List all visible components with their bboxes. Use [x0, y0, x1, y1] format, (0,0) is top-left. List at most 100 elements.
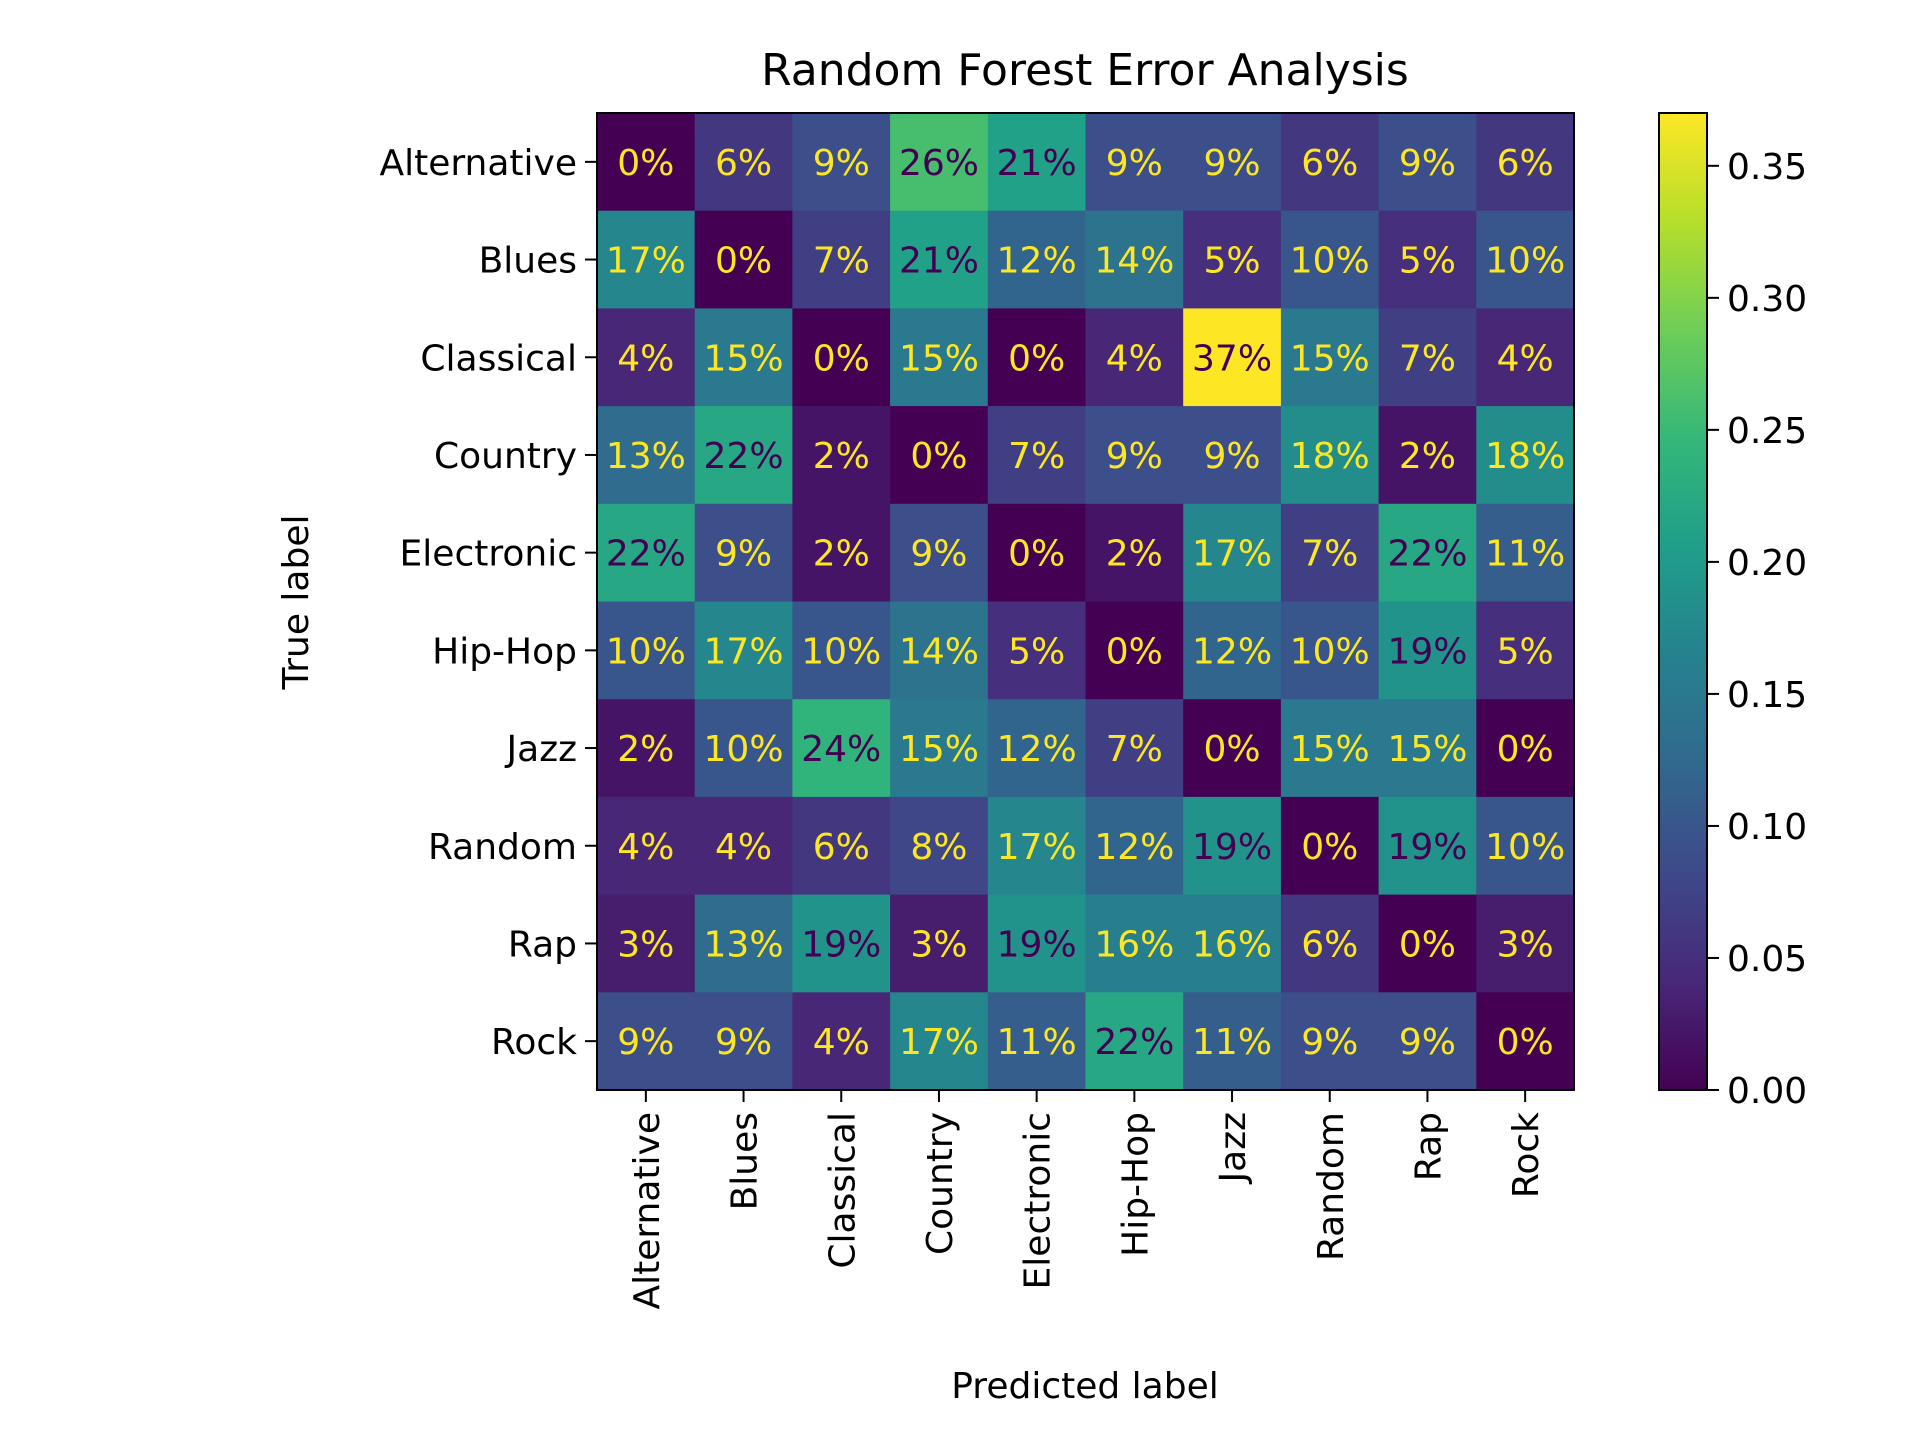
- heatmap-cell: [1085, 601, 1184, 700]
- heatmap-cell: [987, 992, 1086, 1091]
- cell-value-label: 22%: [606, 534, 686, 575]
- colorbar-tick-label: 0.10: [1727, 807, 1807, 848]
- x-axis-label: Predicted label: [951, 1366, 1219, 1407]
- heatmap-cell: [1183, 894, 1282, 993]
- heatmap-cell: [890, 601, 989, 700]
- heatmap-cell: [792, 894, 891, 993]
- cell-value-label: 17%: [997, 827, 1077, 868]
- heatmap-cell: [792, 406, 891, 505]
- cell-value-label: 19%: [1387, 631, 1467, 672]
- heatmap-cell: [792, 796, 891, 896]
- heatmap-cell: [987, 796, 1086, 896]
- heatmap-cell: [792, 992, 891, 1091]
- cell-value-label: 16%: [1192, 924, 1272, 965]
- y-tick-label: Electronic: [400, 534, 577, 575]
- cell-value-label: 5%: [1203, 241, 1260, 282]
- x-tick-label: Hip-Hop: [1115, 1112, 1156, 1257]
- heatmap-cell: [1085, 503, 1184, 602]
- heatmap-cell: [1378, 796, 1477, 896]
- cell-value-label: 22%: [1094, 1022, 1174, 1063]
- cell-value-label: 12%: [997, 729, 1077, 770]
- heatmap-cell: [694, 406, 793, 505]
- heatmap-cell: [1378, 699, 1477, 798]
- cell-value-label: 9%: [715, 1022, 772, 1063]
- cell-value-label: 22%: [704, 436, 784, 477]
- cell-value-label: 22%: [1387, 534, 1467, 575]
- heatmap-cell: [1183, 601, 1282, 700]
- cell-value-label: 2%: [617, 729, 674, 770]
- y-tick-label: Rock: [491, 1022, 577, 1063]
- cell-value-label: 2%: [1399, 436, 1456, 477]
- cell-value-label: 19%: [1192, 827, 1272, 868]
- cell-value-label: 10%: [1290, 631, 1370, 672]
- heatmap-cell: [1476, 699, 1575, 798]
- cell-value-label: 15%: [1290, 338, 1370, 379]
- cell-value-label: 17%: [899, 1022, 979, 1063]
- heatmap-cell: [1378, 406, 1477, 505]
- heatmap-cell: [597, 113, 696, 212]
- heatmap-cell: [1280, 894, 1380, 993]
- cell-value-label: 10%: [704, 729, 784, 770]
- colorbar-tick-label: 0.00: [1727, 1071, 1807, 1112]
- cell-value-label: 5%: [1008, 631, 1065, 672]
- y-tick-label: Rap: [508, 924, 577, 965]
- heatmap-cell: [694, 210, 793, 309]
- heatmap-cell: [1378, 308, 1477, 407]
- heatmap-cell: [1085, 113, 1184, 212]
- cell-value-label: 6%: [1497, 143, 1554, 184]
- heatmap-cell: [694, 992, 793, 1091]
- heatmap-cell: [1085, 796, 1184, 896]
- heatmap-cell: [1183, 113, 1282, 212]
- heatmap-cell: [987, 113, 1086, 212]
- cell-value-label: 2%: [813, 436, 870, 477]
- cell-value-label: 13%: [606, 436, 686, 477]
- heatmap-cell: [597, 308, 696, 407]
- cell-value-label: 6%: [1301, 924, 1358, 965]
- cell-value-label: 14%: [899, 631, 979, 672]
- cell-value-label: 7%: [1106, 729, 1163, 770]
- heatmap-cell: [890, 992, 989, 1091]
- heatmap-cell: [1183, 992, 1282, 1091]
- colorbar-tick-label: 0.35: [1727, 147, 1807, 188]
- cell-value-label: 14%: [1094, 241, 1174, 282]
- cell-value-label: 15%: [704, 338, 784, 379]
- cell-value-label: 12%: [1094, 827, 1174, 868]
- cell-value-label: 10%: [1290, 241, 1370, 282]
- heatmap-cell: [890, 406, 989, 505]
- cell-value-label: 15%: [1290, 729, 1370, 770]
- cell-value-label: 0%: [910, 436, 967, 477]
- y-tick-label: Country: [434, 436, 577, 477]
- heatmap-cell: [1183, 796, 1282, 896]
- cell-value-label: 0%: [1106, 631, 1163, 672]
- cell-value-label: 26%: [899, 143, 979, 184]
- plot-frame: [596, 112, 1575, 1091]
- cell-value-label: 10%: [1485, 241, 1565, 282]
- heatmap-cell: [987, 699, 1086, 798]
- cell-value-label: 4%: [1106, 338, 1163, 379]
- heatmap-cell: [890, 113, 989, 212]
- cell-value-label: 17%: [1192, 534, 1272, 575]
- heatmap-cell: [1183, 308, 1282, 407]
- cell-value-label: 4%: [1497, 338, 1554, 379]
- heatmap-cell: [597, 406, 696, 505]
- heatmap-cell: [694, 308, 793, 407]
- cell-value-label: 0%: [1399, 924, 1456, 965]
- y-tick-label: Alternative: [379, 143, 577, 184]
- cell-value-label: 12%: [1192, 631, 1272, 672]
- heatmap-cell: [597, 894, 696, 993]
- heatmap-cell: [987, 894, 1086, 993]
- cell-value-label: 9%: [1106, 143, 1163, 184]
- cell-value-label: 9%: [1399, 143, 1456, 184]
- cell-value-label: 9%: [1301, 1022, 1358, 1063]
- heatmap-cell: [1476, 406, 1575, 505]
- colorbar-ticks: 0.00 0.05 0.10 0.15 0.20 0.25 0.30 0.35: [1707, 147, 1807, 1112]
- heatmap-cell-labels: 0% 6% 9% 26% 21% 9% 9% 6% 9% 6% 17% 0% 7% 21% 12% 14% 5%…: [606, 143, 1565, 1063]
- y-axis-ticks: Alternative Blues Classical Country Electron…: [379, 143, 597, 1063]
- heatmap-cell: [597, 796, 696, 896]
- heatmap-cell: [1476, 992, 1575, 1091]
- cell-value-label: 19%: [997, 924, 1077, 965]
- cell-value-label: 9%: [1203, 436, 1260, 477]
- heatmap-cell: [1085, 406, 1184, 505]
- heatmap-cell: [1378, 601, 1477, 700]
